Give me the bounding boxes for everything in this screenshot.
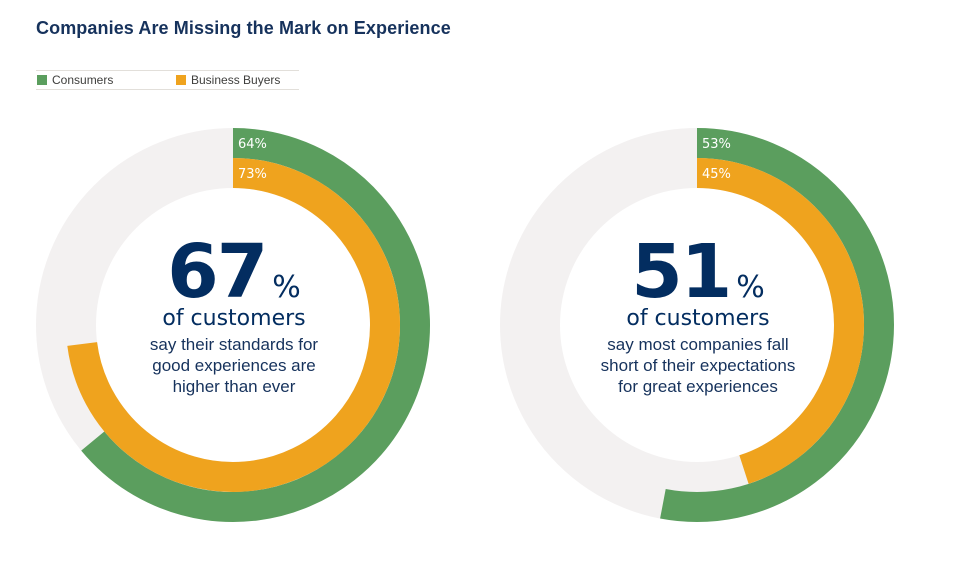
chart-2-arc-business-buyers — [696, 158, 864, 484]
chart-1-percent-sign: % — [272, 270, 301, 305]
chart-2-big-stat: 51 % — [568, 232, 828, 312]
legend-swatch-consumers — [37, 75, 47, 85]
chart-1-center-text: 67 % of customers say their standards fo… — [104, 232, 364, 397]
legend-item-consumers: Consumers — [37, 73, 113, 87]
chart-1-description-line: say their standards for — [149, 335, 319, 354]
chart-1-description-line: good experiences are — [152, 356, 316, 375]
chart-1-description-line: higher than ever — [172, 377, 296, 396]
chart-2-big-number: 51 — [631, 229, 732, 315]
chart-1-headline: of customers — [162, 306, 306, 331]
chart-1-label-business-buyers: 73% — [238, 167, 267, 182]
chart-2-description: say most companies fall short of their e… — [568, 334, 828, 397]
chart-2-headline: of customers — [626, 306, 770, 331]
chart-title: Companies Are Missing the Mark on Experi… — [36, 18, 451, 38]
legend-item-business-buyers: Business Buyers — [176, 73, 280, 87]
chart-2-description-line: say most companies fall — [607, 335, 789, 354]
chart-2-center-text: 51 % of customers say most companies fal… — [568, 232, 828, 397]
legend-swatch-business-buyers — [176, 75, 186, 85]
chart-2-label-consumers: 53% — [702, 137, 731, 152]
chart-1-label-consumers: 64% — [238, 137, 267, 152]
chart-2-label-business-buyers: 45% — [702, 167, 731, 182]
chart-2-description-line: short of their expectations — [600, 356, 796, 375]
chart-1-arc-consumers — [81, 128, 430, 522]
chart-2-percent-sign: % — [736, 270, 765, 305]
chart-2-description-line: for great experiences — [618, 377, 778, 396]
chart-1-big-number: 67 — [167, 229, 268, 315]
chart-1-big-stat: 67 % — [104, 232, 364, 312]
chart-2-arc-consumers — [660, 128, 894, 522]
chart-1-description: say their standards for good experiences… — [104, 334, 364, 397]
chart-1-arc-business-buyers — [67, 158, 400, 492]
legend-label-consumers: Consumers — [52, 73, 114, 87]
legend-label-business-buyers: Business Buyers — [191, 73, 281, 87]
legend: Consumers Business Buyers — [36, 70, 299, 90]
